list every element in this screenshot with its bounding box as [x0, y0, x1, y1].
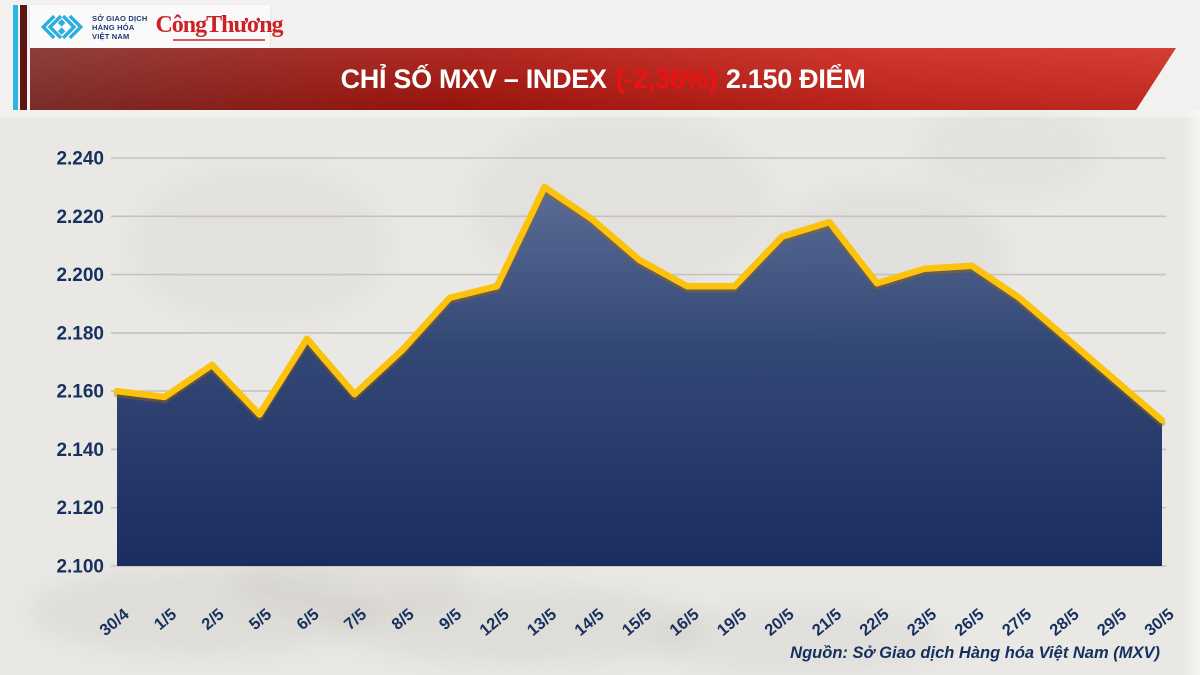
y-tick-label: 2.220 — [56, 207, 104, 228]
title-banner: CHỈ SỐ MXV – INDEX (-2,36%) 2.150 ĐIỂM — [30, 48, 1176, 110]
y-tick-label: 2.200 — [56, 265, 104, 286]
background-watermark — [130, 165, 390, 325]
congthuong-tagline-rule — [173, 39, 265, 41]
y-tick-label: 2.100 — [56, 557, 104, 578]
accent-stripe-cyan — [13, 5, 18, 110]
source-note: Nguồn: Sở Giao dịch Hàng hóa Việt Nam (M… — [790, 644, 1160, 662]
mxv-org-line: SỞ GIAO DỊCH — [92, 13, 148, 23]
mxv-org-line: HÀNG HÓA — [92, 22, 135, 32]
mxv-org-name: SỞ GIAO DỊCH HÀNG HÓA VIỆT NAM — [92, 14, 147, 41]
x-tick-label: 30/5 — [1141, 605, 1177, 639]
y-tick-label: 2.120 — [56, 498, 104, 519]
y-tick-label: 2.140 — [56, 440, 104, 461]
x-tick-label: 27/5 — [999, 605, 1035, 639]
congthuong-wordmark: CôngThương — [155, 12, 283, 38]
x-tick-label: 26/5 — [951, 605, 987, 639]
y-tick-label: 2.180 — [56, 323, 104, 344]
mxv-org-line: VIỆT NAM — [92, 31, 130, 41]
y-tick-label: 2.160 — [56, 382, 104, 403]
header-logo-card: SỞ GIAO DỊCH HÀNG HÓA VIỆT NAM CôngThươn… — [30, 5, 284, 49]
background-watermark — [650, 605, 950, 675]
area-fill — [117, 187, 1162, 566]
index-line — [113, 183, 1166, 424]
background-watermark — [920, 100, 1100, 200]
y-tick-label: 2.240 — [56, 149, 104, 170]
banner-title-suffix: 2.150 ĐIỂM — [725, 63, 866, 94]
congthuong-logo: CôngThương — [155, 12, 284, 41]
x-tick-label: 29/5 — [1094, 605, 1130, 639]
x-tick-label: 28/5 — [1046, 605, 1082, 639]
mxv-logo-icon — [40, 14, 84, 40]
banner-title-change: (-2,36%) — [615, 63, 717, 94]
banner-title-prefix: CHỈ SỐ MXV – INDEX — [340, 63, 607, 94]
accent-stripe-maroon — [20, 5, 27, 110]
